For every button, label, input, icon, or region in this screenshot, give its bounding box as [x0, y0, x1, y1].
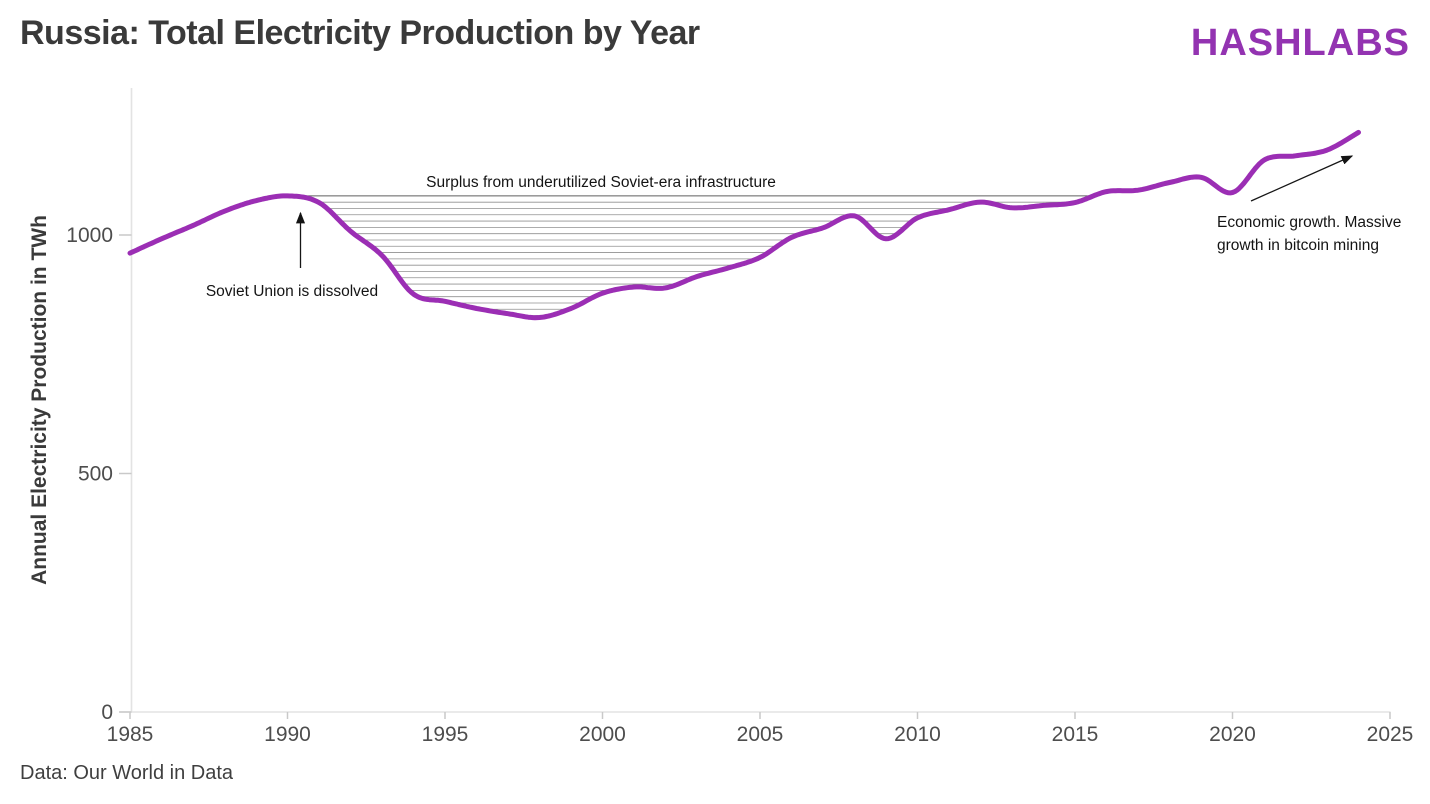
line-layer — [127, 129, 1361, 321]
page-title: Russia: Total Electricity Production by … — [20, 14, 700, 52]
production-line — [127, 129, 1361, 321]
axes-layer: 0 500 1000 1985 1990 1995 2000 2005 2010 2015 2020… — [66, 88, 1413, 746]
y-tick-label: 500 — [78, 463, 113, 486]
annotation-economic-label-line2: growth in bitcoin mining — [1217, 237, 1379, 254]
x-tick-label: 2015 — [1052, 723, 1099, 746]
x-tick-label: 2025 — [1367, 723, 1414, 746]
y-tick-label: 0 — [101, 701, 113, 724]
hashlabs-logo: HASHLABS — [1190, 22, 1410, 64]
x-tick-label: 1990 — [264, 723, 311, 746]
y-axis-title: Annual Electricity Production in TWh — [28, 215, 51, 585]
y-tick-label: 1000 — [66, 224, 113, 247]
x-tick-label: 2005 — [737, 723, 784, 746]
x-tick-label: 2000 — [579, 723, 626, 746]
hatch-layer — [287, 195, 1094, 316]
annotation-soviet-label: Soviet Union is dissolved — [206, 283, 378, 300]
annotation-economic-arrow — [1250, 155, 1354, 202]
annotation-surplus-label: Surplus from underutilized Soviet-era in… — [426, 174, 776, 191]
x-tick-label: 2010 — [894, 723, 941, 746]
surplus-hatch-lines — [287, 201, 1094, 316]
x-tick-label: 1985 — [107, 723, 154, 746]
x-tick-label: 2020 — [1209, 723, 1256, 746]
data-source-note: Data: Our World in Data — [20, 762, 234, 784]
x-tick-label: 1995 — [422, 723, 469, 746]
annotation-economic-label-line1: Economic growth. Massive — [1217, 214, 1401, 231]
